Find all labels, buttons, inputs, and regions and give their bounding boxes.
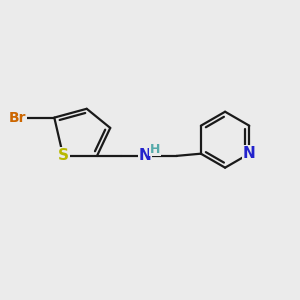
Text: Br: Br — [9, 111, 26, 124]
Text: N: N — [243, 146, 256, 161]
Text: N: N — [138, 148, 151, 164]
Text: S: S — [58, 148, 69, 164]
Text: H: H — [150, 143, 160, 156]
